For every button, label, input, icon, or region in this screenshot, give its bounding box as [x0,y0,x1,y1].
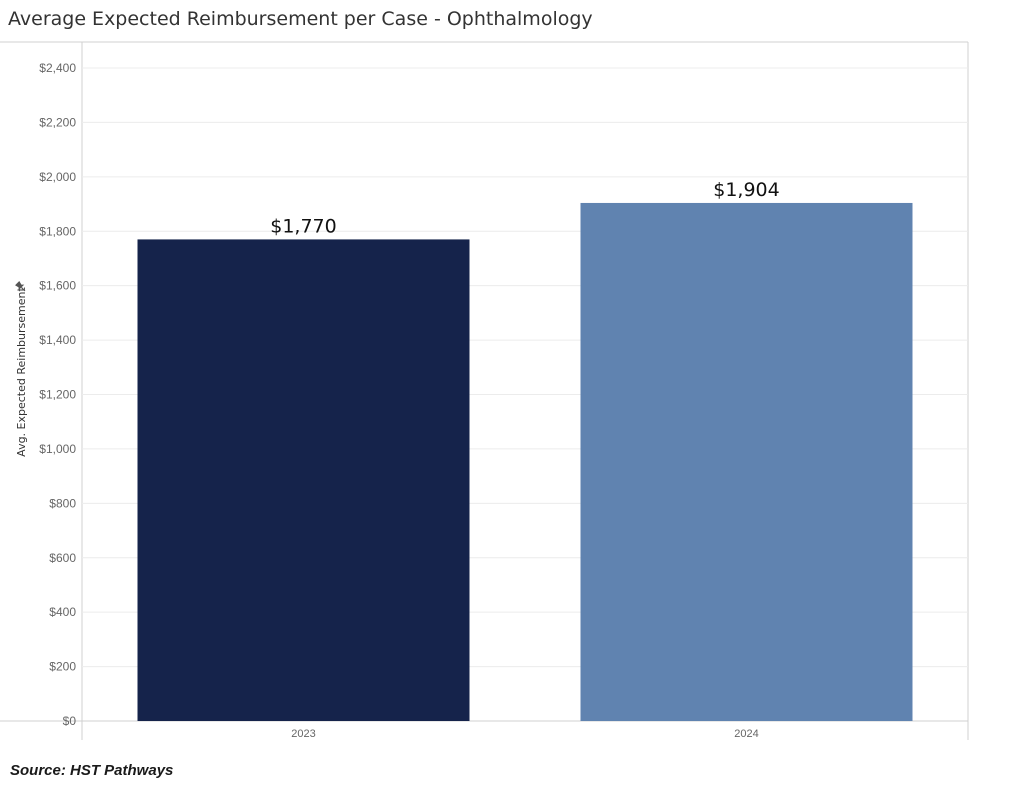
y-axis-ticks: $0 $200 $400 $600 $800 $1,000 $1,200 $1,400 $1,6… [39,61,76,728]
y-tick-label: $1,600 [39,279,76,293]
y-tick-label: $800 [49,496,76,510]
source-note: Source: HST Pathways [10,762,174,779]
bar-2023[interactable] [137,239,470,721]
y-tick-label: $2,400 [39,61,76,75]
x-tick-label-2024: 2024 [734,728,758,740]
data-label-2023: $1,770 [270,215,336,237]
y-tick-label: $1,000 [39,442,76,456]
data-label-2024: $1,904 [713,179,779,201]
y-tick-label: $1,200 [39,388,76,402]
y-tick-label: $0 [63,714,77,728]
chart-title: Average Expected Reimbursement per Case … [8,8,593,30]
y-tick-label: $400 [49,605,76,619]
y-tick-label: $600 [49,551,76,565]
pin-icon[interactable] [14,280,27,293]
y-tick-label: $200 [49,660,76,674]
y-tick-label: $1,800 [39,224,76,238]
x-tick-label-2023: 2023 [291,728,315,740]
data-labels: $1,770 $1,904 [270,179,779,237]
bars [137,202,913,721]
y-tick-label: $2,000 [39,170,76,184]
y-axis-title: Avg. Expected Reimbursement [15,287,28,457]
x-axis-categories: 2023 2024 [291,728,758,740]
y-tick-label: $1,400 [39,333,76,347]
bar-2024[interactable] [580,202,913,721]
y-tick-label: $2,200 [39,115,76,129]
